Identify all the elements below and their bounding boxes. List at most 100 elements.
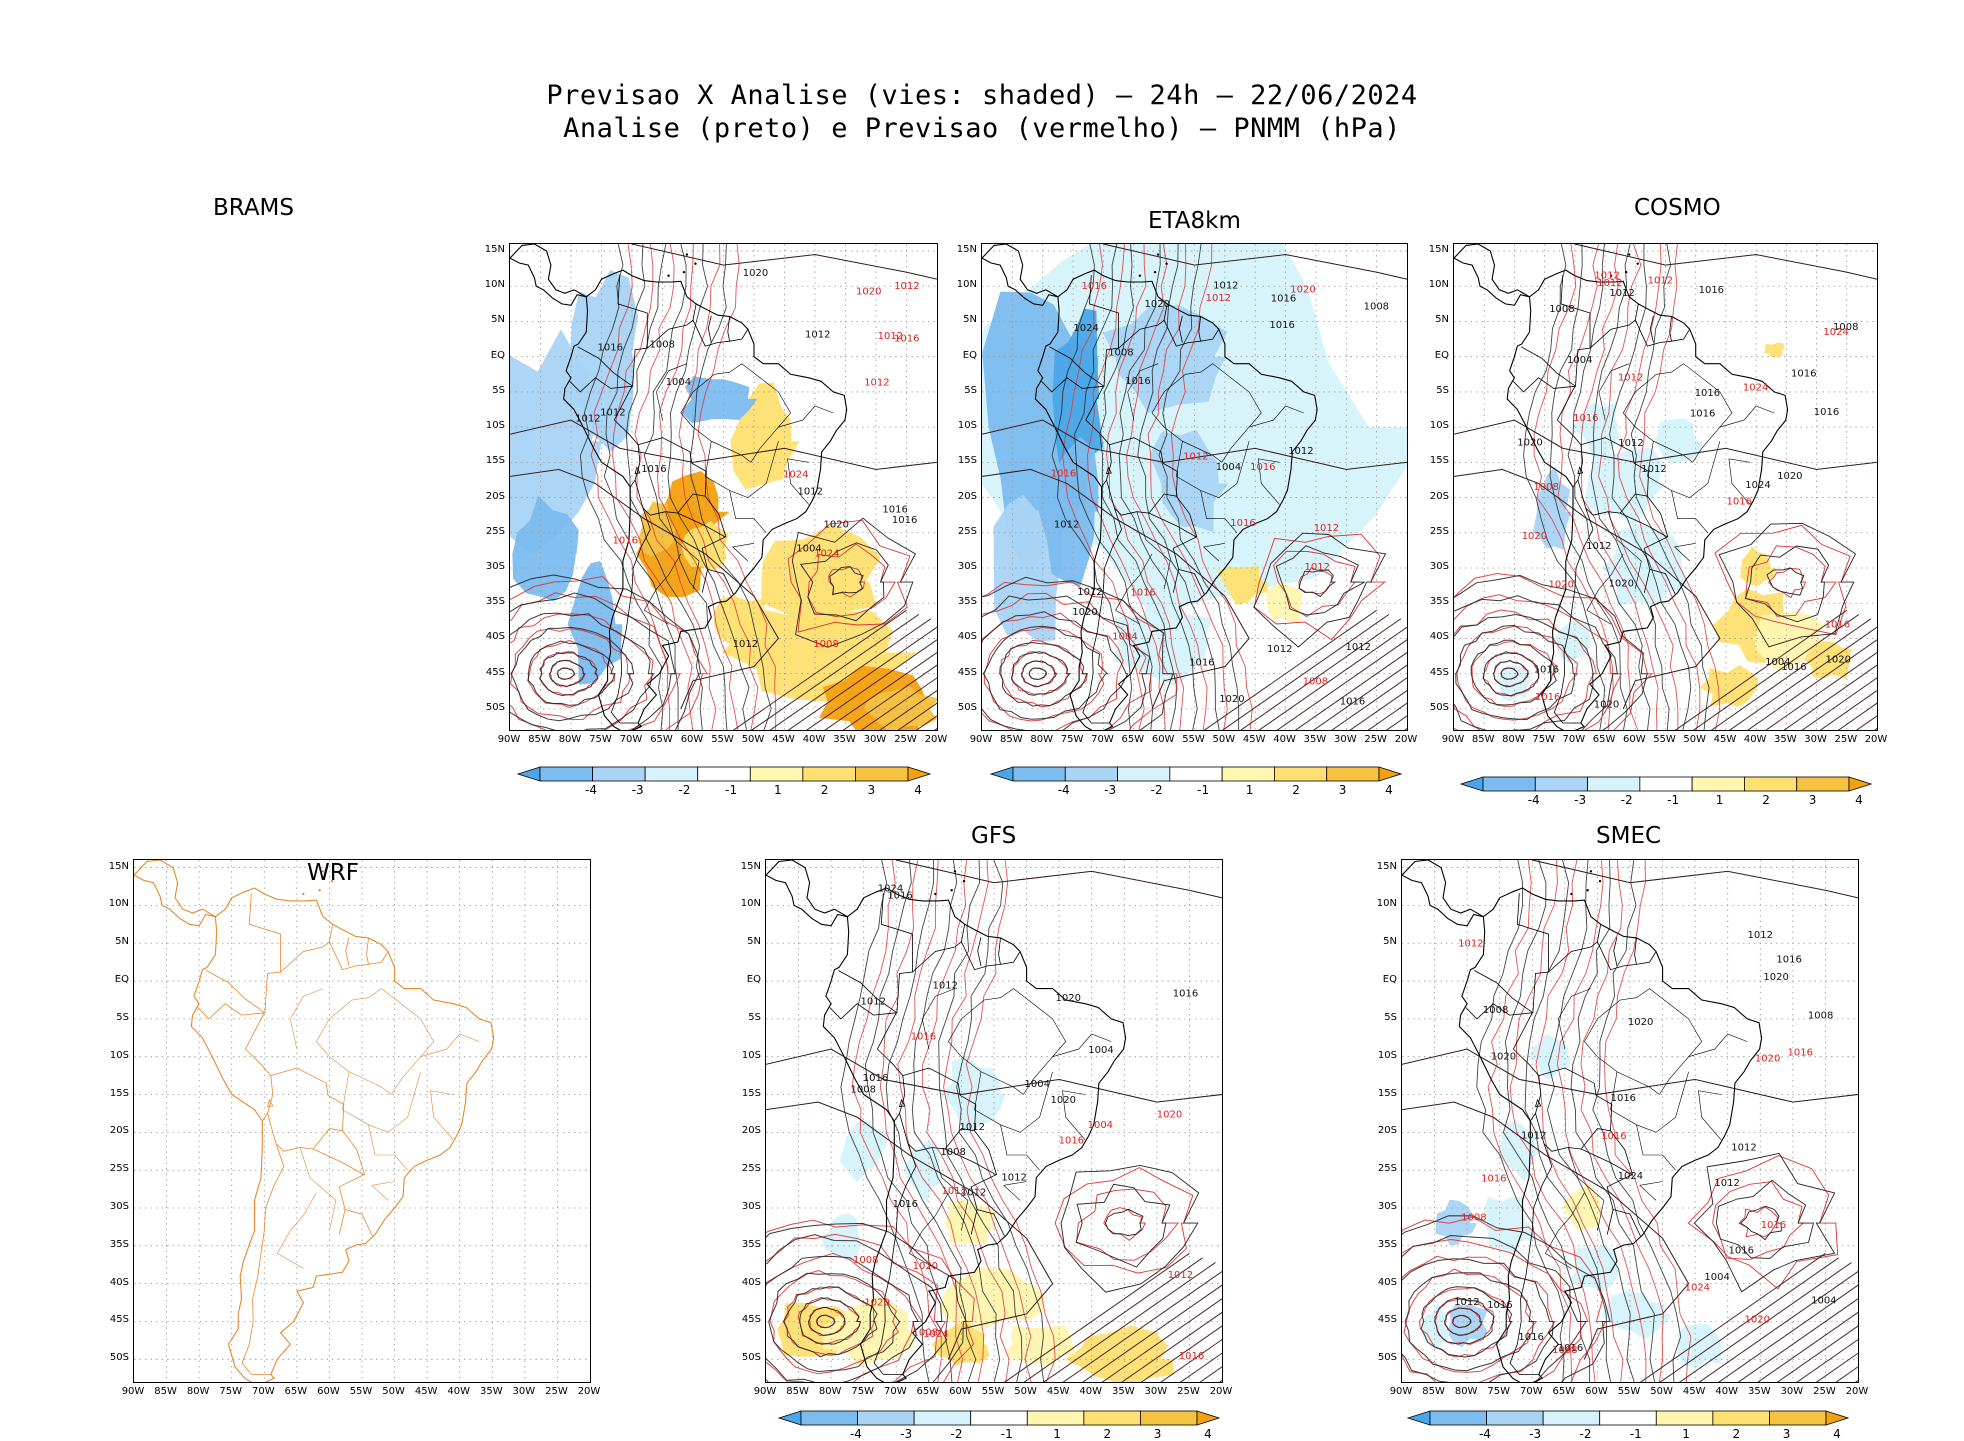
forecast-contour-label: 1024: [814, 548, 839, 559]
forecast-contour-label: 1020: [1745, 1315, 1770, 1326]
lon-tick-label: 85W: [1422, 1386, 1445, 1397]
forecast-contour-label: 1016: [1825, 620, 1850, 631]
lat-tick-label: EQ: [1434, 349, 1449, 361]
lat-tick-label: 30S: [1377, 1201, 1397, 1212]
analysis-contour-label: 1004: [1704, 1272, 1729, 1283]
colorbar-tick-label: 2: [1762, 793, 1770, 807]
lon-tick-label: 90W: [497, 734, 521, 745]
lat-tick-label: 10S: [1429, 420, 1449, 432]
forecast-contour-label: 1016: [911, 1032, 936, 1043]
lon-tick-label: 25W: [1834, 734, 1858, 745]
lon-tick-label: 35W: [1747, 1386, 1771, 1397]
lon-tick-label: 45W: [1046, 1386, 1070, 1397]
colorbar-segment: [1012, 766, 1066, 782]
map-canvas-gfs: 1012101210201016101210041008100410161012…: [766, 860, 1222, 1382]
colorbar-tick-label: -3: [1104, 783, 1117, 797]
colorbar-segment: [1769, 1410, 1827, 1426]
forecast-contour-label: 1004: [1088, 1120, 1113, 1131]
lon-tick-label: 45W: [772, 734, 795, 745]
lon-tick-label: 45W: [1242, 734, 1266, 745]
lon-tick-label: 30W: [863, 734, 887, 745]
colorbar-tick-label: 2: [1292, 783, 1300, 797]
lon-tick-label: 90W: [1389, 1386, 1413, 1397]
lat-tick-label: 20S: [741, 1125, 761, 1137]
analysis-contour-label: 1012: [1001, 1172, 1026, 1183]
lat-tick-label: 15N: [108, 860, 129, 872]
lat-tick-label: 10S: [109, 1049, 129, 1061]
lat-tick-label: EQ: [746, 974, 761, 986]
forecast-contour-label: 1012: [1597, 278, 1622, 289]
lon-tick-label: 40W: [1273, 734, 1296, 745]
lat-tick-label: EQ: [962, 349, 977, 361]
analysis-contour-label: 1004: [1088, 1045, 1113, 1056]
forecast-contour-label: 1016: [1761, 1220, 1786, 1231]
colorbar-tick-label: -1: [725, 783, 738, 797]
analysis-contour-label: 1012: [600, 408, 625, 419]
coastline: [1402, 860, 1763, 1382]
analysis-contour-label: 1016: [1271, 293, 1296, 304]
analysis-contour-label: 1020: [1219, 694, 1244, 705]
colorbar-segment: [1026, 1410, 1085, 1426]
forecast-contour-label: 1016: [1179, 1351, 1204, 1362]
lat-tick-label: 15S: [957, 455, 977, 467]
lat-tick-label: 50S: [485, 701, 505, 713]
analysis-contour-label: 1004: [1567, 355, 1592, 366]
colorbar-tick-label: 4: [1204, 1427, 1212, 1441]
forecast-contour-label: 1016: [1727, 497, 1752, 508]
lon-tick-label: 20W: [1864, 734, 1888, 745]
analysis-contour-label: 1020: [1517, 438, 1542, 449]
analysis-contour-label: 1016: [1781, 662, 1806, 673]
analysis-contour-label: 1016: [887, 890, 912, 901]
analysis-contour-label: 1008: [940, 1147, 965, 1158]
analysis-contour-label: 1012: [1346, 642, 1371, 653]
colorbar-segment: [1429, 1410, 1487, 1426]
lon-tick-label: 75W: [851, 1386, 875, 1397]
analysis-contour-label: 1012: [1748, 930, 1773, 941]
lat-tick-label: 5S: [1384, 1011, 1397, 1023]
analysis-contour-label: 1012: [1641, 464, 1666, 475]
colorbar-segment: [802, 766, 856, 782]
lat-tick-label: 15S: [741, 1087, 761, 1099]
lat-tick-label: 45S: [957, 666, 977, 678]
colorbar-tick-label: -4: [849, 1427, 862, 1441]
lat-tick-label: 30S: [109, 1201, 129, 1212]
colorbar-tick-label: -4: [584, 783, 597, 797]
analysis-contour-label: 1008: [650, 340, 675, 351]
colorbar-segment: [1378, 766, 1403, 782]
analysis-contour-label: 1020: [1145, 299, 1170, 310]
lon-tick-label: 35W: [479, 1386, 503, 1397]
colorbar-brams: -4 -3 -2 -1 1 2 3 4: [516, 766, 932, 797]
colorbar-tick-label: -4: [1057, 783, 1070, 797]
colorbar-segment: [907, 766, 932, 782]
lon-tick-label: 30W: [1333, 734, 1357, 745]
analysis-contour-label: 1016: [1487, 1300, 1512, 1311]
forecast-contour-label: 1012: [1314, 523, 1339, 534]
lon-tick-label: 65W: [1592, 734, 1616, 745]
grid-lines: [134, 860, 590, 1382]
lat-tick-label: 15N: [484, 244, 505, 256]
lat-tick-label: 10S: [1377, 1049, 1397, 1061]
lon-tick-label: 40W: [447, 1386, 471, 1397]
bias-shading: [510, 270, 937, 730]
analysis-contour-label: 1020: [1826, 655, 1851, 666]
map-panel-brams: 1016 1012 1012 1016 1012 1004 1004 1016 1012 1008…: [509, 243, 938, 731]
lon-tick-label: 35W: [1111, 1386, 1135, 1397]
colorbar-segment: [1796, 776, 1850, 792]
forecast-contour-label: 1008: [813, 639, 838, 650]
analysis-contour-label: 1012: [1618, 438, 1643, 449]
forecast-contour-label: 1012: [1458, 939, 1483, 950]
lat-tick-label: 5S: [748, 1011, 761, 1023]
colorbar-segment: [592, 766, 646, 782]
lat-tick-label: 20S: [109, 1125, 129, 1137]
analysis-contour-label: 1016: [1558, 1343, 1583, 1354]
analysis-contour-label: 1016: [863, 1073, 888, 1084]
lon-tick-label: 20W: [1394, 734, 1418, 745]
forecast-contour-label: 1008: [1533, 482, 1558, 493]
lon-tick-label: 80W: [818, 1386, 842, 1397]
lon-tick-label: 60W: [949, 1386, 972, 1397]
forecast-contour-label: 1008: [853, 1255, 878, 1266]
lon-tick-label: 65W: [284, 1386, 308, 1397]
lon-tick-label: 75W: [589, 734, 612, 745]
analysis-contour-label: 1012: [798, 487, 823, 498]
lon-tick-label: 25W: [894, 734, 917, 745]
